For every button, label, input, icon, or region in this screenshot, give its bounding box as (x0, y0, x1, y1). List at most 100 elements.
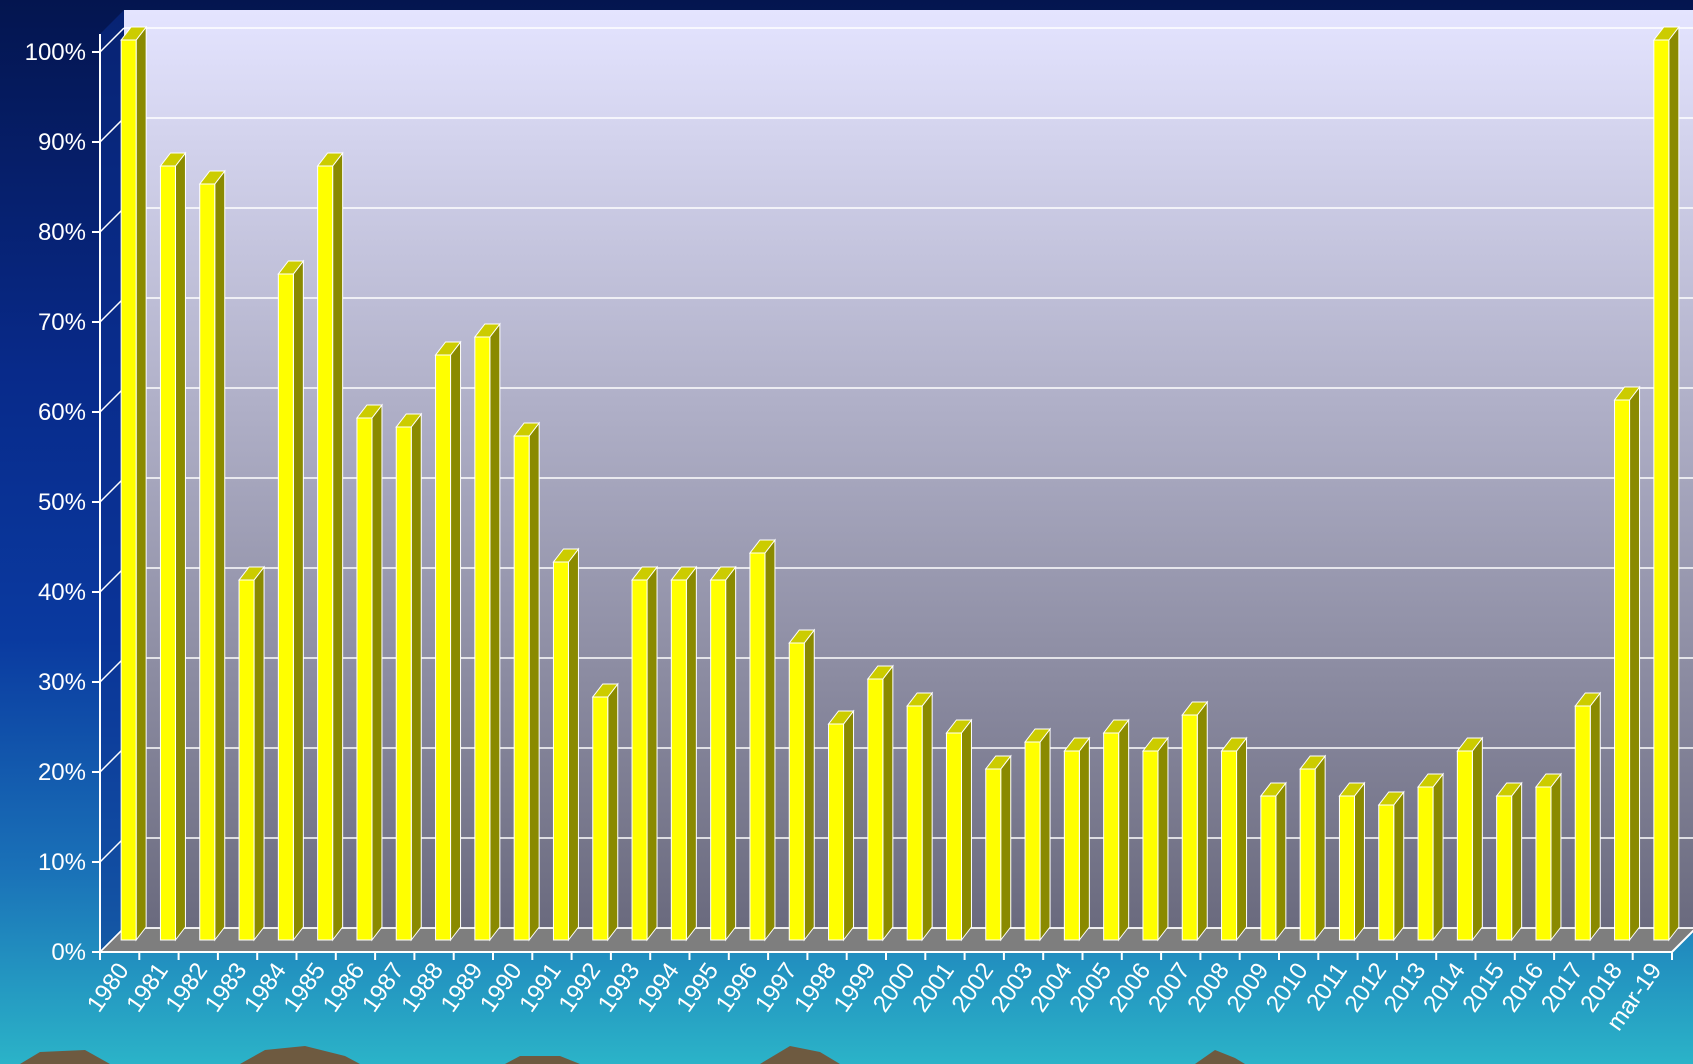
bar (434, 340, 462, 942)
gridline-side (99, 297, 125, 323)
y-tick-label: 0% (51, 939, 86, 966)
gridline-side (99, 207, 125, 233)
x-tick-label: 1982 (160, 958, 213, 1017)
bar-front (1456, 750, 1473, 941)
bar (945, 718, 973, 942)
bar-front (120, 39, 137, 941)
gridline-side (99, 27, 125, 53)
bar-front (356, 417, 373, 941)
bar-side (450, 340, 462, 942)
bar (277, 259, 305, 942)
bar-side (646, 565, 658, 942)
bar-front (867, 678, 884, 941)
bar-front (906, 705, 923, 941)
x-tick-label: 1984 (239, 958, 292, 1017)
bar (1652, 25, 1680, 942)
bar (238, 565, 266, 942)
bar (984, 754, 1012, 942)
bar-front (1417, 786, 1434, 941)
bar (1220, 736, 1248, 942)
x-tick-label: 1993 (593, 958, 646, 1017)
bar-front (552, 561, 569, 941)
bar-side (1039, 727, 1051, 942)
bar-front (631, 579, 648, 941)
x-tick-label: 1980 (82, 958, 135, 1017)
bar-side (567, 547, 579, 942)
bar (748, 538, 776, 942)
bar (591, 682, 619, 942)
side-wall (100, 10, 124, 952)
gridline-side (99, 117, 125, 143)
x-tick-label: 1998 (789, 958, 842, 1017)
bar-front (710, 579, 727, 941)
x-tick-label: 1989 (436, 958, 489, 1017)
x-tick-label: 2015 (1457, 958, 1510, 1017)
x-tick-label: 2008 (1182, 958, 1235, 1017)
bar-front (1103, 732, 1120, 941)
bar-front (1653, 39, 1670, 941)
y-tick-label: 60% (38, 399, 86, 426)
bar-side (332, 151, 344, 942)
y-tick-label: 10% (38, 849, 86, 876)
y-tick-label: 50% (38, 489, 86, 516)
x-tick-label: 2017 (1536, 958, 1589, 1017)
bar (1574, 691, 1602, 942)
bar-front (1181, 714, 1198, 941)
bar (1141, 736, 1169, 942)
x-tick-label: 1987 (357, 958, 410, 1017)
bar-side (174, 151, 186, 942)
x-tick-label: 2016 (1497, 958, 1550, 1017)
bar-side (685, 565, 697, 942)
bar-side (1393, 790, 1405, 942)
bar (1613, 385, 1641, 942)
bar-side (882, 664, 894, 942)
y-tick-label: 40% (38, 579, 86, 606)
bar-side (1000, 754, 1012, 942)
bar-side (764, 538, 776, 942)
bar (120, 25, 148, 942)
bar-front (670, 579, 687, 941)
gridline-side (99, 567, 125, 593)
x-tick-label: 1983 (200, 958, 253, 1017)
bar-side (843, 709, 855, 942)
bar-front (238, 579, 255, 941)
bar-front (395, 426, 412, 941)
bar (159, 151, 187, 942)
bar (1102, 718, 1130, 942)
bar (1063, 736, 1091, 942)
bar (906, 691, 934, 942)
bar-front (1378, 804, 1395, 941)
y-tick-label: 20% (38, 759, 86, 786)
gridline-side (99, 747, 125, 773)
bar (473, 322, 501, 942)
bar-front (828, 723, 845, 941)
bar-front (1614, 399, 1631, 941)
bar-front (1338, 795, 1355, 941)
bar-side (1353, 781, 1365, 942)
bar (1181, 700, 1209, 942)
x-tick-label: 1996 (711, 958, 764, 1017)
x-tick-label: 2002 (946, 958, 999, 1017)
bar (788, 628, 816, 942)
floor-edge (1671, 929, 1693, 953)
bar (631, 565, 659, 942)
bar-front (749, 552, 766, 941)
y-axis: 0% 10% 20% 30% 40% 50% 60% 70% 80% 90% 100% (25, 34, 101, 966)
bar-side (1078, 736, 1090, 942)
bar-side (410, 412, 422, 942)
bar-side (1432, 772, 1444, 942)
gridline-side (99, 387, 125, 413)
bar (513, 421, 541, 942)
bar-front (199, 183, 216, 941)
gridline-side (99, 477, 125, 503)
bar-side (1118, 718, 1130, 942)
bar-side (1511, 781, 1523, 942)
bar-side (607, 682, 619, 942)
bar-front (317, 165, 334, 941)
bar-side (725, 565, 737, 942)
x-tick-label: 1997 (750, 958, 803, 1017)
bar-front (435, 354, 452, 941)
bar-front (277, 273, 294, 941)
x-tick-label: 2010 (1261, 958, 1314, 1017)
bar-side (803, 628, 815, 942)
